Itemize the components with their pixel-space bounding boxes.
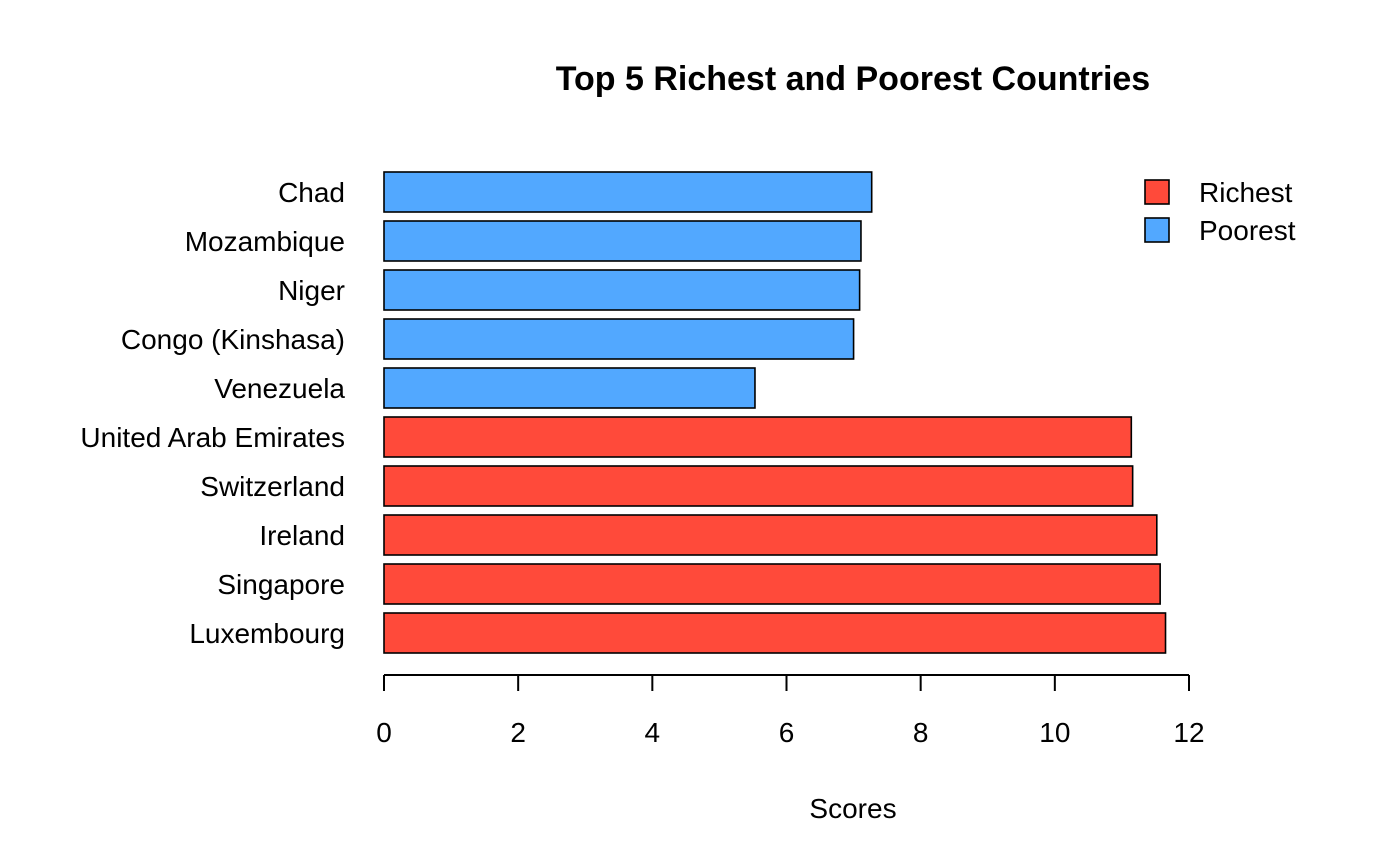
x-tick-label: 10	[1039, 717, 1070, 748]
category-label: Switzerland	[200, 471, 345, 502]
legend-swatch-poorest	[1144, 217, 1170, 243]
category-label: Chad	[278, 177, 345, 208]
bar-united-arab-emirates	[383, 416, 1133, 458]
legend-label-poorest: Poorest	[1199, 215, 1296, 246]
bar-ireland	[383, 514, 1158, 556]
x-tick-label: 12	[1173, 717, 1204, 748]
x-tick-label: 4	[645, 717, 661, 748]
x-tick-label: 2	[510, 717, 526, 748]
category-label: United Arab Emirates	[80, 422, 345, 453]
legend: Richest Poorest	[1144, 177, 1296, 246]
x-axis-label: Scores	[809, 793, 896, 824]
category-label: Niger	[278, 275, 345, 306]
bar-congo-kinshasa	[383, 318, 855, 360]
bar-niger	[383, 269, 861, 311]
x-axis: 0 2 4 6 8 10 12	[376, 674, 1205, 748]
category-label: Congo (Kinshasa)	[121, 324, 345, 355]
legend-label-richest: Richest	[1199, 177, 1293, 208]
bar-venezuela	[383, 367, 756, 409]
category-labels: Luxembourg Singapore Ireland Switzerland Uni…	[80, 177, 345, 649]
category-label: Ireland	[259, 520, 345, 551]
bar-chad	[383, 171, 873, 213]
category-label: Luxembourg	[189, 618, 345, 649]
x-tick-label: 0	[376, 717, 392, 748]
bar-luxembourg	[383, 612, 1167, 654]
bar-mozambique	[383, 220, 862, 262]
x-tick-label: 6	[779, 717, 795, 748]
bar-switzerland	[383, 465, 1134, 507]
category-label: Mozambique	[185, 226, 345, 257]
bar-singapore	[383, 563, 1161, 605]
category-label: Singapore	[217, 569, 345, 600]
legend-swatch-richest	[1144, 179, 1170, 205]
chart-title: Top 5 Richest and Poorest Countries	[556, 60, 1150, 98]
category-label: Venezuela	[214, 373, 345, 404]
x-tick-label: 8	[913, 717, 929, 748]
bars-group	[383, 171, 1167, 654]
